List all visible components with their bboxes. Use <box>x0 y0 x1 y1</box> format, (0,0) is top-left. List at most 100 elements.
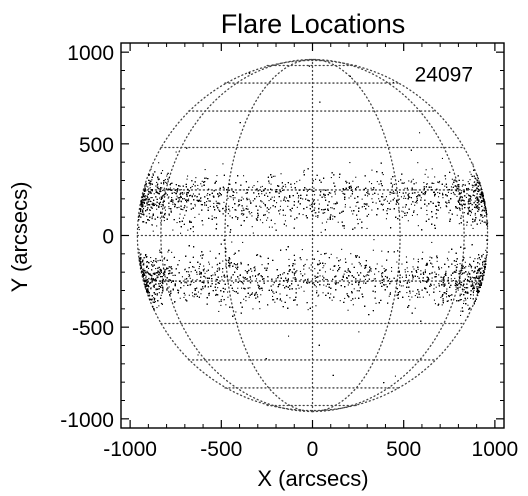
flare-point <box>324 197 326 199</box>
flare-point <box>138 216 140 218</box>
flare-point <box>460 282 462 284</box>
flare-point <box>461 293 463 295</box>
flare-point <box>148 295 150 297</box>
flare-point <box>485 222 487 224</box>
flare-point <box>445 178 447 180</box>
flare-point <box>454 265 456 267</box>
flare-point <box>473 282 475 284</box>
flare-point <box>393 197 395 199</box>
flare-point <box>479 185 481 187</box>
flare-point <box>143 262 145 264</box>
flare-point <box>271 226 273 228</box>
flare-point <box>414 204 416 206</box>
flare-point <box>466 224 468 226</box>
flare-point <box>231 188 233 190</box>
flare-point <box>376 263 378 265</box>
flare-point <box>420 281 422 283</box>
flare-point <box>388 295 390 297</box>
flare-point <box>336 257 338 259</box>
flare-point <box>391 192 393 194</box>
flare-point <box>287 278 289 280</box>
flare-point <box>424 287 426 289</box>
flare-point <box>152 285 154 287</box>
flare-point <box>261 185 263 187</box>
flare-point <box>159 251 161 253</box>
flare-point <box>346 271 348 273</box>
flare-point <box>368 274 370 276</box>
flare-point <box>151 224 153 226</box>
flare-point <box>467 297 469 299</box>
x-tick-label: 1000 <box>472 438 519 461</box>
flare-point <box>438 283 440 285</box>
flare-point <box>302 198 304 200</box>
flare-point <box>149 180 151 182</box>
flare-point <box>326 279 328 281</box>
flare-point <box>475 178 477 180</box>
flare-point <box>370 270 372 272</box>
flare-point <box>273 196 275 198</box>
flare-point <box>307 278 309 280</box>
flare-point <box>252 308 254 310</box>
flare-point <box>382 203 384 205</box>
flare-point <box>276 202 278 204</box>
flare-point <box>445 270 447 272</box>
flare-point <box>480 281 482 283</box>
flare-point <box>208 263 210 265</box>
flare-point <box>332 215 334 217</box>
flare-point <box>458 207 460 209</box>
flare-point <box>450 186 452 188</box>
flare-point <box>294 263 296 265</box>
flare-point <box>425 169 427 171</box>
flare-point <box>448 296 450 298</box>
flare-point <box>183 285 185 287</box>
x-tick-label: -500 <box>200 438 242 461</box>
flare-point <box>149 191 151 193</box>
flare-point <box>232 199 234 201</box>
flare-point <box>408 192 410 194</box>
flare-point <box>233 282 235 284</box>
flare-point <box>167 251 169 253</box>
flare-point <box>145 275 147 277</box>
flare-point <box>286 280 288 282</box>
flare-point <box>194 216 196 218</box>
flare-point <box>451 178 453 180</box>
flare-point <box>469 277 471 279</box>
flare-point <box>338 176 340 178</box>
flare-point <box>468 265 470 267</box>
flare-point <box>477 201 479 203</box>
flare-point <box>482 253 484 255</box>
flare-point <box>384 198 386 200</box>
flare-point <box>279 293 281 295</box>
flare-point <box>394 192 396 194</box>
flare-point <box>166 268 168 270</box>
flare-point <box>153 297 155 299</box>
flare-point <box>347 309 349 311</box>
flare-point <box>202 224 204 226</box>
flare-point <box>463 212 465 214</box>
flare-point <box>367 195 369 197</box>
flare-point <box>457 287 459 289</box>
flare-point <box>318 263 320 265</box>
flare-point <box>460 299 462 301</box>
flare-point <box>291 271 293 273</box>
flare-point <box>249 287 251 289</box>
flare-point <box>164 190 166 192</box>
flare-point <box>311 211 313 213</box>
flare-point <box>256 188 258 190</box>
flare-point <box>232 197 234 199</box>
flare-point <box>232 194 234 196</box>
flare-point <box>480 215 482 217</box>
flare-point <box>299 270 301 272</box>
flare-point <box>229 266 231 268</box>
flare-point <box>420 270 422 272</box>
flare-point <box>200 272 202 274</box>
flare-point <box>457 289 459 291</box>
flare-point <box>458 223 460 225</box>
flare-point <box>467 279 469 281</box>
x-tick-label: -1000 <box>103 438 157 461</box>
flare-point <box>473 185 475 187</box>
flare-point <box>181 276 183 278</box>
flare-point <box>151 197 153 199</box>
flare-point <box>188 198 190 200</box>
flare-point <box>315 212 317 214</box>
